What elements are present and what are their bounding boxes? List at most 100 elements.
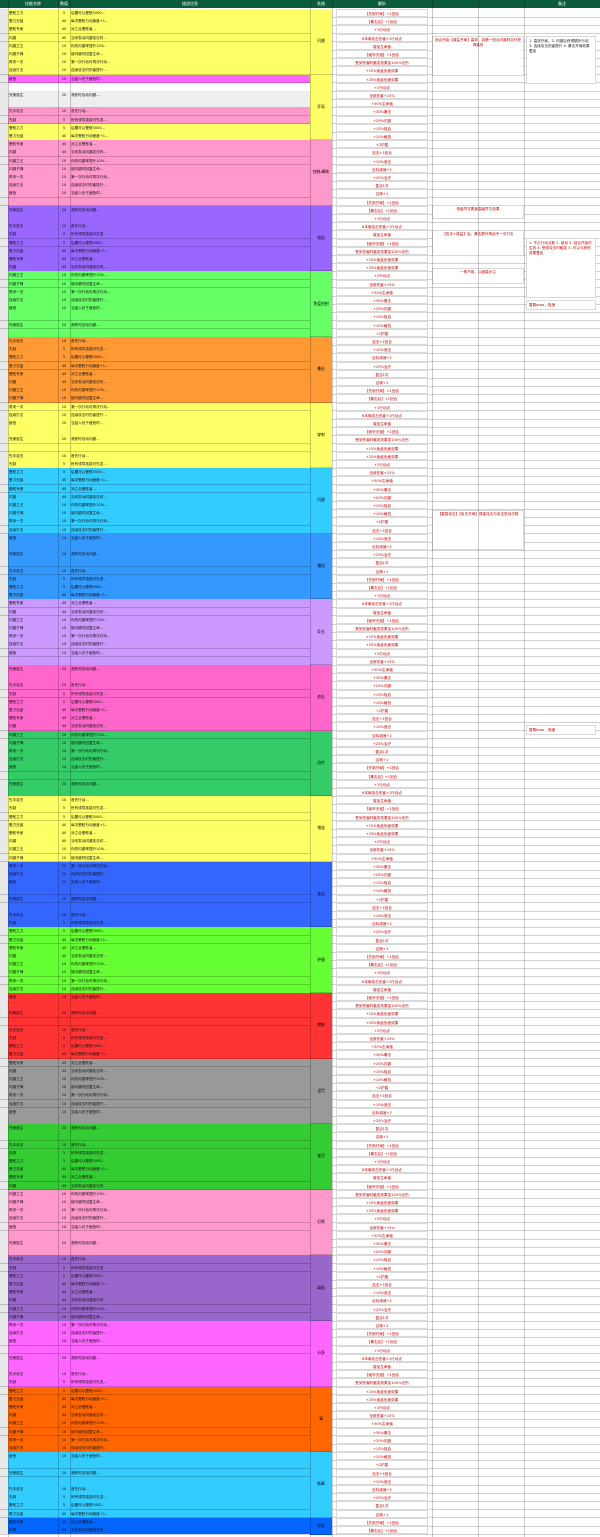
- skill-name-cell[interactable]: 闪避子弹: [8, 968, 58, 977]
- value-cell[interactable]: 5: [58, 1378, 70, 1387]
- row-number[interactable]: [0, 1288, 8, 1297]
- description-cell[interactable]: 当你发动闪避攻击时...: [70, 1181, 310, 1190]
- analysis-cell[interactable]: +30%暴击: [336, 484, 428, 493]
- analysis-cell[interactable]: +10%追击: [336, 1476, 428, 1485]
- description-cell[interactable]: 后置可以晕眩5000...: [70, 1157, 310, 1166]
- value-cell[interactable]: 5: [58, 230, 70, 239]
- skill-name-cell[interactable]: [8, 99, 58, 108]
- row-number[interactable]: [0, 804, 8, 813]
- analysis-cell[interactable]: 【破甲天赋】+1回合: [336, 993, 428, 1002]
- value-cell[interactable]: 20: [58, 1009, 70, 1018]
- skill-name-cell[interactable]: 再来一次: [8, 173, 58, 182]
- row-number[interactable]: [0, 1075, 8, 1084]
- description-cell[interactable]: [70, 82, 310, 91]
- skill-name-cell[interactable]: 闪避之王: [8, 845, 58, 854]
- description-cell[interactable]: 被闪避时回复生命...: [70, 279, 310, 288]
- value-cell[interactable]: 20: [58, 779, 70, 788]
- skill-name-cell[interactable]: 闪避之王: [8, 156, 58, 165]
- skill-name-cell[interactable]: 晕力无敌: [8, 476, 58, 485]
- analysis-cell[interactable]: 全部伤害+15%: [336, 1411, 428, 1420]
- description-cell[interactable]: 连续攻击时伤害提升...: [70, 1099, 310, 1108]
- description-cell[interactable]: 你的闪避率提升10%...: [70, 156, 310, 165]
- value-cell[interactable]: 10: [58, 50, 70, 59]
- value-cell[interactable]: 40: [58, 1394, 70, 1403]
- skill-name-cell[interactable]: 闪避: [8, 1181, 58, 1190]
- value-cell[interactable]: 10: [58, 632, 70, 641]
- description-cell[interactable]: 首先行动...: [70, 796, 310, 805]
- analysis-cell[interactable]: +15%吸血: [336, 1066, 428, 1075]
- skill-name-cell[interactable]: 晕眩专家: [8, 255, 58, 264]
- value-cell[interactable]: 10: [58, 681, 70, 690]
- analysis-cell[interactable]: +50%生命值: [336, 287, 428, 296]
- row-number[interactable]: [0, 25, 8, 34]
- analysis-cell[interactable]: 增加生命值: [336, 419, 428, 428]
- row-number[interactable]: [0, 845, 8, 854]
- value-cell[interactable]: 40: [58, 591, 70, 600]
- row-number[interactable]: [0, 788, 8, 797]
- analysis-cell[interactable]: 目标减速+2: [336, 1107, 428, 1116]
- value-cell[interactable]: 40: [58, 1296, 70, 1305]
- analysis-cell[interactable]: +30%暴击: [336, 861, 428, 870]
- row-number[interactable]: [0, 1419, 8, 1428]
- value-cell[interactable]: 5: [58, 115, 70, 124]
- value-cell[interactable]: 10: [58, 1304, 70, 1313]
- value-cell[interactable]: [58, 328, 70, 337]
- skill-name-cell[interactable]: 完美逃生: [8, 665, 58, 674]
- analysis-cell[interactable]: +30%暴击: [336, 673, 428, 682]
- analysis-cell[interactable]: +20%闪避: [336, 1435, 428, 1444]
- row-number[interactable]: [0, 1526, 8, 1535]
- description-cell[interactable]: 当你发动闪避攻击时...: [70, 263, 310, 272]
- analysis-cell[interactable]: 增加生命值: [336, 607, 428, 616]
- remark-note[interactable]: 一般不用，以破盾为主: [432, 268, 524, 284]
- description-cell[interactable]: 每次晕眩行动速度+1...: [70, 591, 310, 600]
- value-cell[interactable]: 10: [58, 1444, 70, 1453]
- category-band[interactable]: 闪避: [310, 9, 332, 75]
- analysis-cell[interactable]: +15%吸血: [336, 878, 428, 887]
- value-cell[interactable]: 10: [58, 58, 70, 67]
- value-cell[interactable]: [58, 1017, 70, 1026]
- row-number[interactable]: [0, 1263, 8, 1272]
- row-number[interactable]: [0, 1476, 8, 1485]
- value-cell[interactable]: 10: [58, 624, 70, 633]
- row-number[interactable]: [0, 1009, 8, 1018]
- row-number[interactable]: [0, 41, 8, 50]
- analysis-cell[interactable]: +10%格挡: [336, 509, 428, 518]
- skill-name-cell[interactable]: [8, 771, 58, 780]
- skill-name-cell[interactable]: 疲惫: [8, 1222, 58, 1231]
- analysis-cell[interactable]: 【暴击后】+1回合: [336, 1526, 428, 1535]
- description-cell[interactable]: 被闪避时回复生命...: [70, 1427, 310, 1436]
- row-number[interactable]: [0, 271, 8, 280]
- analysis-cell[interactable]: 【先制开局】+1回合: [336, 952, 428, 961]
- skill-name-cell[interactable]: 晕力无敌: [8, 1280, 58, 1289]
- value-cell[interactable]: [58, 214, 70, 223]
- description-cell[interactable]: 后置可以晕眩5000...: [70, 1386, 310, 1395]
- skill-name-cell[interactable]: 闪避之王: [8, 615, 58, 624]
- row-number[interactable]: [0, 132, 8, 141]
- skill-name-cell[interactable]: 闪避: [8, 378, 58, 387]
- skill-name-cell[interactable]: 完美逃生: [8, 1468, 58, 1477]
- skill-name-cell[interactable]: 先手攻击: [8, 796, 58, 805]
- row-number[interactable]: [0, 435, 8, 444]
- value-cell[interactable]: [58, 1460, 70, 1469]
- skill-name-cell[interactable]: 疲惫: [8, 993, 58, 1002]
- description-cell[interactable]: 被闪避时回复生命...: [70, 509, 310, 518]
- row-number[interactable]: [0, 796, 8, 805]
- row-number[interactable]: [0, 1165, 8, 1174]
- row-number[interactable]: [0, 919, 8, 928]
- category-band[interactable]: 穿刺: [310, 402, 332, 469]
- skill-name-cell[interactable]: [8, 1345, 58, 1354]
- skill-name-cell[interactable]: 先手攻击: [8, 681, 58, 690]
- description-cell[interactable]: 每次晕眩行动速度+1...: [70, 1509, 310, 1518]
- row-number[interactable]: [0, 583, 8, 592]
- skill-name-cell[interactable]: [8, 673, 58, 682]
- analysis-cell[interactable]: 增加生命值: [336, 230, 428, 239]
- skill-name-cell[interactable]: 晕眩专家: [8, 829, 58, 838]
- description-cell[interactable]: 每次晕眩行动速度+1...: [70, 476, 310, 485]
- value-cell[interactable]: 10: [58, 1091, 70, 1100]
- category-band[interactable]: 治疗: [310, 730, 332, 797]
- value-cell[interactable]: 10: [58, 1099, 70, 1108]
- skill-name-cell[interactable]: 晕眩专家: [8, 1517, 58, 1526]
- row-number[interactable]: [0, 369, 8, 378]
- row-number[interactable]: [0, 222, 8, 231]
- analysis-cell[interactable]: 召唤+1: [336, 566, 428, 575]
